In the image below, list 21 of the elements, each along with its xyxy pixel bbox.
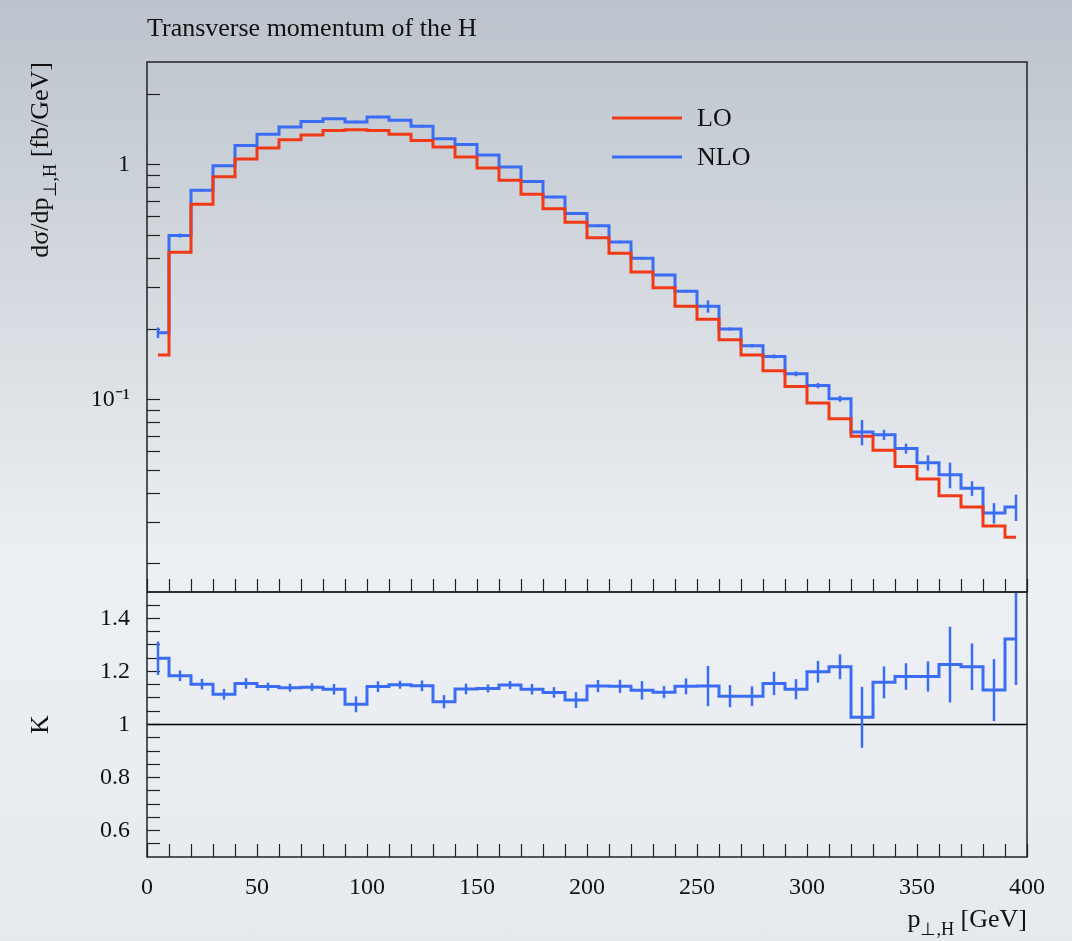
legend-label: LO	[697, 102, 732, 132]
x-tick-label: 150	[459, 872, 495, 899]
y-tick-label: 10⁻¹	[90, 385, 130, 412]
y-tick-label: 1	[118, 709, 130, 736]
chart-title: Transverse momentum of the H	[147, 13, 477, 42]
x-tick-label: 50	[245, 872, 269, 899]
x-tick-label: 400	[1009, 872, 1045, 899]
y-tick-label: 1.2	[100, 656, 130, 683]
x-tick-label: 250	[679, 872, 715, 899]
legend-label: NLO	[697, 141, 751, 171]
y-tick-label: 1	[118, 150, 130, 177]
x-tick-label: 0	[141, 872, 153, 899]
x-tick-label: 300	[789, 872, 825, 899]
y-axis-title: dσ/dp⊥,H [fb/GeV]	[25, 61, 60, 258]
x-tick-label: 350	[899, 872, 935, 899]
y-axis-title: K	[25, 714, 54, 734]
y-tick-label: 0.8	[100, 762, 130, 789]
y-tick-label: 0.6	[100, 815, 130, 842]
x-tick-label: 100	[349, 872, 385, 899]
x-tick-label: 200	[569, 872, 605, 899]
y-tick-label: 1.4	[100, 603, 130, 630]
